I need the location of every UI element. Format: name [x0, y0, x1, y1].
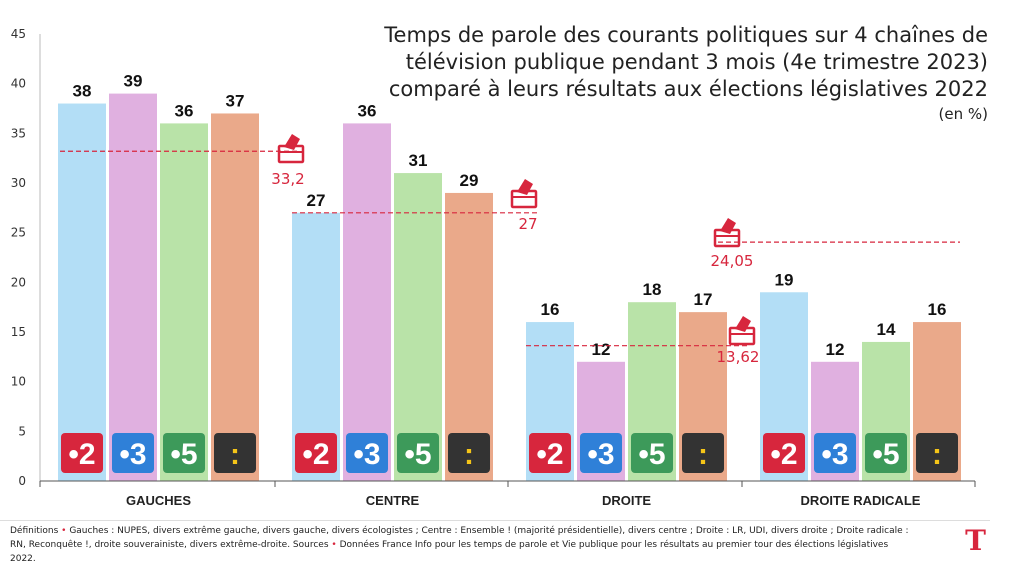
channel-badge-label: •3 — [353, 438, 380, 471]
channel-badge — [397, 433, 439, 473]
data-label: 27 — [307, 191, 326, 210]
category-label: CENTRE — [366, 493, 420, 508]
footer-text-1: Définitions — [10, 526, 62, 536]
footer-text-3: Données France Info pour les temps de pa… — [10, 540, 889, 564]
footer-note: Définitions • Gauches : NUPES, divers ex… — [10, 524, 910, 566]
channel-badge-label: : — [464, 438, 474, 471]
channel-badge — [295, 433, 337, 473]
channel-badge — [112, 433, 154, 473]
data-label: 36 — [175, 101, 194, 120]
channel-badge — [763, 433, 805, 473]
y-tick-label: 10 — [11, 375, 26, 389]
data-label: 36 — [358, 101, 377, 120]
data-label: 39 — [124, 72, 143, 91]
y-tick-label: 5 — [18, 424, 26, 438]
bar-chart: 0 5 10 15 20 25 30 35 40 45 38 •2 39 •3 36 •5 37: GAUCHES… — [11, 27, 976, 508]
title-line-2: télévision publique pendant 3 mois (4e t… — [405, 50, 988, 74]
channel-badge — [916, 433, 958, 473]
channel-badge — [814, 433, 856, 473]
data-label: 17 — [694, 290, 713, 309]
footer-divider — [0, 520, 990, 521]
election-result-label: 33,2 — [271, 170, 304, 188]
data-label: 14 — [877, 320, 896, 339]
channel-badge — [580, 433, 622, 473]
channel-badge-label: •5 — [872, 438, 899, 471]
y-tick-label: 20 — [11, 275, 26, 289]
channel-badge-label: : — [698, 438, 708, 471]
footer-text-2: Gauches : NUPES, divers extrême gauche, … — [10, 526, 909, 550]
channel-badge-label: •2 — [68, 438, 95, 471]
channel-badge — [448, 433, 490, 473]
bar-gauches-3 — [160, 123, 208, 482]
channel-badge-label: •3 — [119, 438, 146, 471]
title-line-3: comparé à leurs résultats aux élections … — [388, 77, 988, 101]
bar-centre-3 — [394, 173, 442, 482]
data-label: 18 — [643, 280, 662, 299]
channel-badge-label: •2 — [536, 438, 563, 471]
channel-badge — [214, 433, 256, 473]
channel-badge-label: •5 — [638, 438, 665, 471]
category-label: DROITE — [602, 493, 651, 508]
unit-label: (en %) — [938, 105, 988, 123]
y-tick-label: 30 — [11, 176, 26, 190]
category-label: GAUCHES — [126, 493, 191, 508]
data-label: 12 — [592, 340, 611, 359]
y-tick-label: 45 — [11, 27, 26, 41]
title-line-1: Temps de parole des courants politiques … — [384, 23, 988, 47]
y-tick-label: 0 — [18, 474, 26, 488]
election-result-label: 13,62 — [717, 348, 760, 366]
bar-centre-2 — [343, 123, 391, 482]
data-label: 29 — [460, 171, 479, 190]
y-tick-label: 15 — [11, 325, 26, 339]
data-label: 31 — [409, 151, 428, 170]
channel-badge-label: : — [932, 438, 942, 471]
data-label: 16 — [541, 300, 560, 319]
channel-badge-label: •3 — [587, 438, 614, 471]
channel-badge — [631, 433, 673, 473]
ballot-icon — [720, 218, 736, 234]
y-tick-label: 35 — [11, 126, 26, 140]
ballot-icon — [735, 316, 751, 332]
y-tick-label: 25 — [11, 226, 26, 240]
y-tick-label: 40 — [11, 77, 26, 91]
bar-gauches-1 — [58, 103, 106, 482]
category-label: DROITE RADICALE — [801, 493, 921, 508]
bar-centre-4 — [445, 192, 493, 481]
channel-badge-label: •5 — [170, 438, 197, 471]
ballot-icon — [517, 179, 533, 195]
data-label: 12 — [826, 340, 845, 359]
channel-badge-label: •2 — [770, 438, 797, 471]
publisher-logo: T — [965, 524, 986, 557]
channel-badge — [865, 433, 907, 473]
chart-title: Temps de parole des courants politiques … — [384, 22, 988, 125]
channel-badge-label: •2 — [302, 438, 329, 471]
channel-badge — [163, 433, 205, 473]
bar-gauches-2 — [109, 93, 157, 481]
channel-badge-label: : — [230, 438, 240, 471]
data-label: 19 — [775, 270, 794, 289]
channel-badge — [682, 433, 724, 473]
channel-badge — [61, 433, 103, 473]
footer-bullet-2: • — [331, 540, 337, 550]
data-label: 38 — [73, 82, 92, 101]
channel-badge-label: •5 — [404, 438, 431, 471]
bar-gauches-4 — [211, 113, 259, 481]
data-label: 37 — [226, 91, 245, 110]
channel-badge-label: •3 — [821, 438, 848, 471]
election-result-label: 24,05 — [711, 252, 754, 270]
election-result-label: 27 — [518, 215, 537, 233]
data-label: 16 — [928, 300, 947, 319]
ballot-icon — [284, 134, 300, 150]
footer-bullet-1: • — [61, 526, 67, 536]
channel-badge — [529, 433, 571, 473]
channel-badge — [346, 433, 388, 473]
